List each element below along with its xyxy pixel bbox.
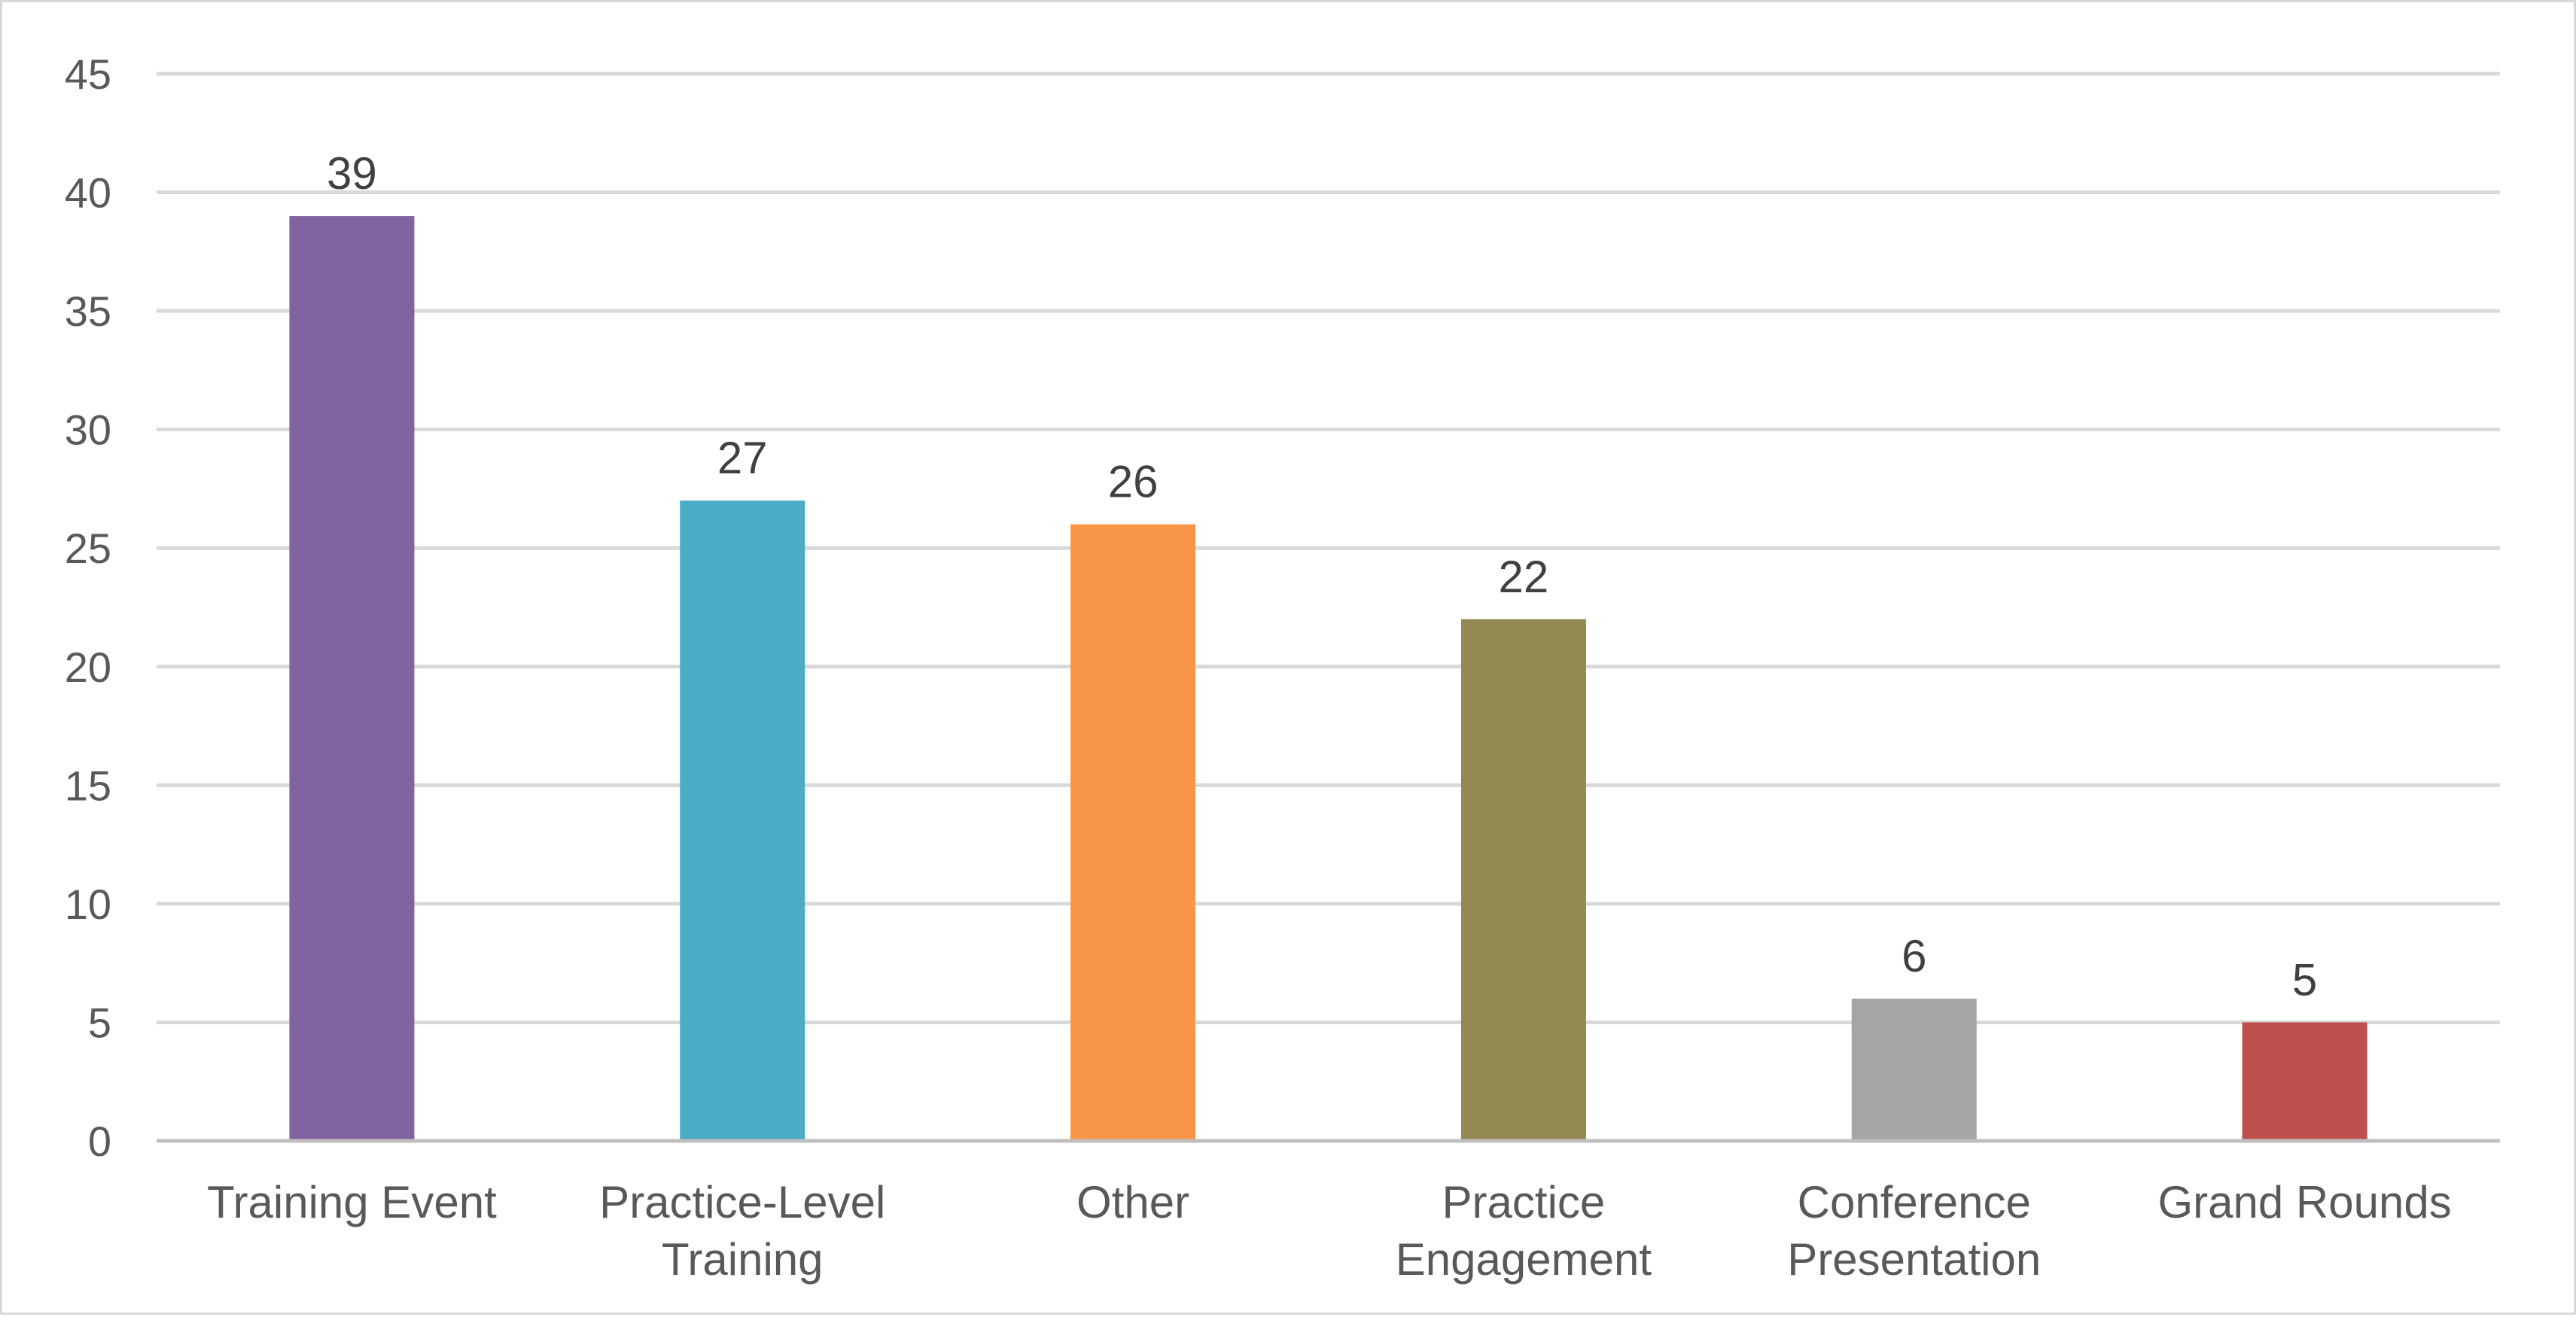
y-tick-label: 15 [65,762,111,809]
y-tick-label: 40 [65,169,111,217]
x-axis-category-labels: Training Event Practice-Level Training Othe… [207,1177,2452,1285]
data-label: 22 [1499,552,1549,602]
category-label-line: Engagement [1396,1234,1652,1285]
y-tick-label: 5 [88,999,111,1046]
bars [289,216,2367,1142]
data-label: 27 [717,433,768,483]
category-label: Other [1076,1177,1189,1227]
gridlines [157,71,2500,1024]
bar [1460,619,1586,1141]
y-tick-label: 10 [65,881,111,928]
y-tick-label: 35 [65,287,111,335]
bar [2242,1022,2367,1141]
bar [1851,998,1977,1141]
bar [289,216,415,1142]
category-label-line: Presentation [1787,1234,2041,1285]
category-label-line: Other [1076,1177,1189,1227]
y-tick-label: 45 [65,50,111,98]
bar [1070,524,1196,1141]
category-label-line: Grand Rounds [2157,1177,2451,1227]
category-label: Practice Engagement [1396,1177,1652,1285]
y-tick-label: 25 [65,525,111,572]
data-label: 26 [1108,457,1159,507]
category-label: Conference Presentation [1787,1177,2041,1285]
y-tick-label: 20 [65,643,111,691]
category-label-line: Practice-Level [599,1177,885,1227]
category-label-line: Training Event [207,1177,497,1227]
data-label: 5 [2292,954,2317,1005]
category-label: Training Event [207,1177,497,1227]
category-label-line: Practice [1442,1177,1606,1227]
data-label: 6 [1902,931,1926,981]
data-label: 39 [327,148,377,199]
y-tick-label: 30 [65,406,111,454]
y-tick-label: 0 [88,1118,111,1165]
bar [680,500,805,1141]
y-axis-tick-labels: 0 5 10 15 20 25 30 35 40 45 [65,50,111,1165]
category-label-line: Training [662,1234,824,1285]
category-label: Practice-Level Training [599,1177,885,1285]
data-labels: 39 27 26 22 6 5 [327,148,2317,1005]
category-label-line: Conference [1798,1177,2031,1227]
category-label: Grand Rounds [2157,1177,2451,1227]
